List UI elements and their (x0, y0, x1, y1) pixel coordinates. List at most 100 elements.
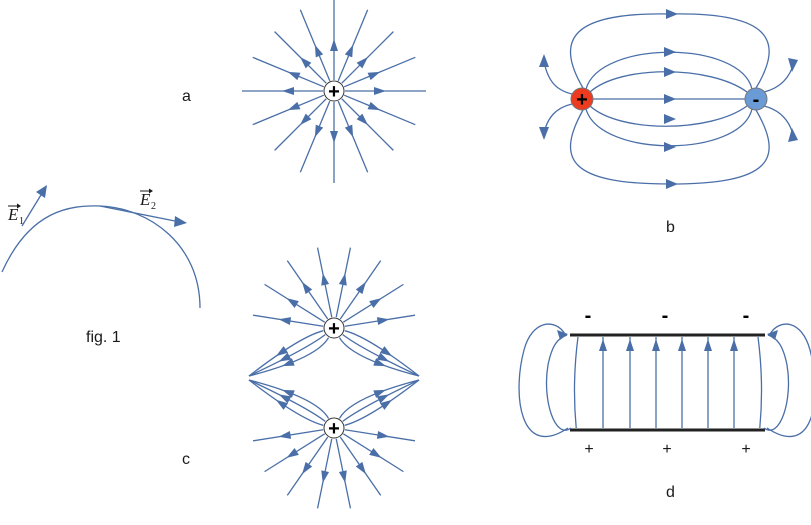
panel-c-top-arrow-5 (286, 298, 299, 308)
panel-c-top-line-14 (338, 337, 420, 377)
panel-c-top-arrow-12 (379, 346, 393, 357)
panel-a-ray-arrow-4 (344, 124, 354, 138)
panel-c-bottom-arrow-11 (278, 430, 292, 439)
panel-c-bottom-arrow-8 (321, 470, 330, 483)
panel-a-ray-arrow-16 (367, 71, 381, 81)
bottom-plate-sign-1: + (584, 441, 593, 458)
panel-d-label: d (666, 484, 675, 501)
panel-c-bottom-charge-sign: + (328, 418, 340, 440)
panel-a-charge-sign: + (328, 81, 340, 103)
panel-c-bottom-line-2 (342, 379, 420, 422)
panel-c-bottom-line-6 (339, 436, 382, 496)
panel-c-top-line-6 (286, 260, 329, 320)
panel-c-bottom-arrow-3 (379, 399, 393, 410)
panel-c-bottom-arrow-5 (369, 448, 382, 458)
dipole-line-lower-1 (589, 105, 748, 127)
panel-c-top-line-13 (342, 334, 420, 377)
fig1-e1-label: E (7, 205, 19, 224)
panel-c-bottom-line-1 (338, 379, 420, 419)
fig1-field-curve (1, 205, 201, 309)
panel-c-bottom-line-14 (248, 379, 330, 419)
panel-a-ray-arrow-1 (374, 87, 386, 95)
panel-c-bottom-arrow-9 (302, 461, 313, 475)
panel-c-top-line-7 (316, 247, 333, 318)
plate-field-arrow-5 (678, 339, 686, 351)
fringe-left-outer (518, 323, 569, 438)
panel-c-bottom-arrow-4 (376, 430, 390, 439)
dipole-line-lower-2 (585, 108, 753, 147)
panel-c-bottom-line-5 (342, 433, 404, 473)
panel-c-label: c (182, 451, 190, 468)
fig1-e2-overarrow-head (149, 188, 153, 194)
dipole-line-outer-right-up (763, 61, 795, 93)
top-plate-sign-1: - (585, 305, 592, 327)
panel-c-bottom-charge (323, 417, 345, 439)
panel-c-bottom-line-4 (344, 429, 416, 442)
panel-a-ray-arrow-2 (367, 101, 381, 111)
fig1-e1-arrowhead (36, 185, 47, 198)
fringe-right-outer-arrow (767, 330, 778, 340)
dipole-arrow-lower-2 (664, 142, 676, 152)
bottom-plate-sign-3: + (741, 441, 750, 458)
dipole-arrow-outer-right-down (788, 128, 798, 142)
plate-field-arrow-3 (626, 339, 634, 351)
fringe-left-inner (545, 334, 572, 431)
panel-c-top-arrow-3 (275, 346, 289, 357)
panel-c-top-arrow-14 (373, 358, 386, 367)
panel-c-bottom-arrow-13 (278, 394, 292, 404)
plate-field-line-8 (757, 336, 763, 429)
panel-c-bottom-arrow-12 (275, 399, 289, 410)
dipole-arrow-outer-left-down (539, 127, 549, 140)
fig1-e1-subscript: 1 (19, 216, 24, 227)
dipole-negative-sign: - (753, 89, 760, 111)
panel-c-top-arrow-7 (321, 273, 330, 286)
panel-c-top-line-9 (339, 260, 382, 320)
panel-c-bottom-line-3 (344, 379, 420, 426)
panel-c-like-charges: + + c (182, 247, 420, 509)
panel-a-ray-arrow-13 (330, 39, 338, 51)
panel-a-label: a (182, 88, 191, 105)
panel-a-ray-arrow-15 (356, 57, 368, 69)
panel-c-bottom-arrow-2 (376, 394, 390, 404)
panel-c-top-line-3 (248, 330, 324, 377)
dipole-arrow-lower-3 (666, 179, 678, 189)
panel-c-bottom-line-10 (264, 433, 326, 473)
panel-c-top-line-2 (248, 334, 326, 377)
plate-field-arrow-2 (599, 339, 607, 351)
dipole-arrow-lower-1 (664, 114, 676, 124)
panel-c-bottom-arrow-14 (282, 389, 295, 398)
panel-c-top-lines (248, 247, 420, 377)
top-plate-sign-2: - (662, 305, 669, 327)
panel-c-bottom-line-13 (248, 379, 326, 422)
dipole-positive-charge (570, 87, 594, 111)
panel-a-ray-arrow-10 (287, 71, 301, 81)
panel-c-bottom-arrow-10 (286, 448, 299, 458)
panel-c-bottom-line-12 (248, 379, 324, 426)
panel-a-charge (323, 80, 345, 102)
panel-c-top-arrow-1 (282, 358, 295, 367)
panel-c-top-arrow-2 (278, 352, 292, 362)
panel-a-ray-arrow-6 (314, 124, 324, 138)
panel-b-label: b (666, 219, 675, 236)
panel-a-ray-arrow-11 (300, 57, 312, 69)
panel-b-dipole: + - b (539, 9, 798, 236)
dipole-line-outer-right-down (763, 105, 795, 139)
bottom-plate-sign-2: + (662, 441, 671, 458)
panel-c-top-arrow-8 (338, 273, 347, 286)
panel-c-top-charge-sign: + (328, 318, 340, 340)
fig1-e2-vector (99, 205, 181, 223)
fringe-right-outer (766, 323, 811, 438)
plate-field-line-1 (573, 336, 579, 429)
panel-c-bottom-line-11 (252, 429, 324, 442)
panel-c-bottom-arrow-6 (355, 461, 366, 475)
panel-c-bottom-arrow-1 (373, 389, 386, 398)
panel-c-bottom-line-7 (335, 438, 352, 509)
panel-c-top-arrow-11 (376, 317, 390, 326)
panel-c-bottom-lines (248, 379, 420, 509)
panel-a-ray-arrow-3 (356, 113, 368, 125)
panel-c-top-arrow-4 (278, 317, 292, 326)
panel-c-top-line-12 (344, 330, 420, 377)
panel-c-top-arrow-10 (369, 298, 382, 308)
panel-c-top-charge (323, 317, 345, 339)
